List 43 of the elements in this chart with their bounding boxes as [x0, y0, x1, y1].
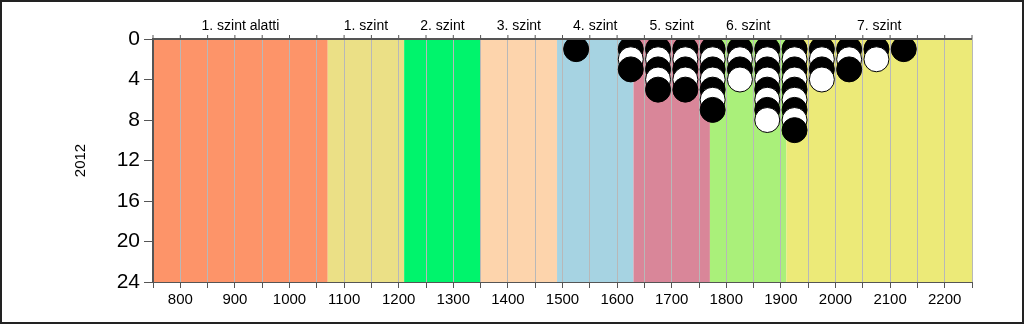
- y-axis-title: 2012: [71, 143, 89, 178]
- point: [645, 76, 672, 103]
- band-label: 7. szint: [857, 16, 902, 33]
- band-label: 4. szint: [573, 16, 618, 33]
- band-label: 6. szint: [725, 16, 771, 33]
- x-tick-label: 1200: [382, 290, 416, 308]
- y-tick-label: 24: [116, 268, 141, 292]
- x-tick-label: 1900: [764, 290, 798, 308]
- x-tick-label: 1600: [600, 290, 634, 308]
- x-tick-label: 900: [222, 290, 248, 308]
- point: [890, 39, 917, 63]
- y-tick-label: 0: [128, 25, 140, 49]
- point: [726, 66, 753, 93]
- x-tick-label: 2100: [873, 290, 907, 308]
- point: [563, 39, 590, 63]
- point: [617, 56, 644, 83]
- x-tick-label: 1100: [327, 290, 361, 308]
- point: [699, 96, 726, 123]
- band-label: 2. szint: [420, 16, 465, 33]
- y-tick-label: 12: [116, 147, 140, 171]
- x-tick-label: 2200: [928, 290, 962, 308]
- y-tick-label: 20: [116, 228, 140, 252]
- point: [754, 107, 781, 133]
- x-tick-label: 2000: [818, 290, 853, 308]
- y-tick-label: 16: [116, 187, 140, 211]
- y-tick-label: 8: [128, 106, 140, 130]
- x-tick-label: 800: [167, 290, 193, 308]
- x-tick-label: 1800: [709, 290, 743, 308]
- point: [836, 56, 863, 83]
- band-label: 5. szint: [649, 16, 694, 33]
- point: [863, 46, 890, 73]
- point: [781, 117, 808, 144]
- x-tick-label: 1700: [655, 290, 689, 308]
- x-tick-label: 1500: [545, 290, 580, 308]
- point: [672, 76, 699, 103]
- x-tick-label: 1300: [436, 290, 470, 308]
- point: [808, 66, 835, 93]
- x-tick-label: 1400: [491, 290, 525, 308]
- x-tick-label: 1000: [272, 290, 307, 308]
- y-tick-label: 4: [128, 66, 141, 90]
- band-label: 3. szint: [496, 16, 542, 33]
- band-label: 1. szint alatti: [201, 16, 280, 33]
- band-label: 1. szint: [343, 16, 389, 33]
